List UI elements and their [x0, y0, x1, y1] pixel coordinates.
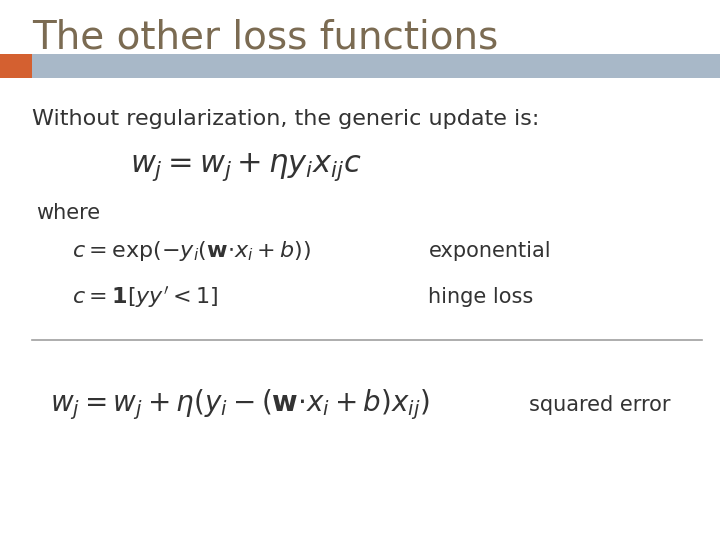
Text: squared error: squared error — [529, 395, 671, 415]
Text: $w_j = w_j + \eta y_i x_{ij} c$: $w_j = w_j + \eta y_i x_{ij} c$ — [130, 151, 361, 184]
Text: $c = \exp(-y_i(\mathbf{w}{\cdot}x_i + b))$: $c = \exp(-y_i(\mathbf{w}{\cdot}x_i + b)… — [72, 239, 311, 263]
Text: $c = \mathbf{1}[yy' < 1]$: $c = \mathbf{1}[yy' < 1]$ — [72, 284, 218, 310]
Text: hinge loss: hinge loss — [428, 287, 534, 307]
FancyBboxPatch shape — [32, 54, 720, 78]
Text: The other loss functions: The other loss functions — [32, 19, 499, 57]
Text: where: where — [36, 203, 100, 224]
Text: Without regularization, the generic update is:: Without regularization, the generic upda… — [32, 109, 540, 129]
Text: exponential: exponential — [428, 241, 551, 261]
FancyBboxPatch shape — [0, 54, 32, 78]
Text: $w_j = w_j + \eta(y_i - (\mathbf{w}{\cdot}x_i + b)x_{ij})$: $w_j = w_j + \eta(y_i - (\mathbf{w}{\cdo… — [50, 388, 431, 422]
